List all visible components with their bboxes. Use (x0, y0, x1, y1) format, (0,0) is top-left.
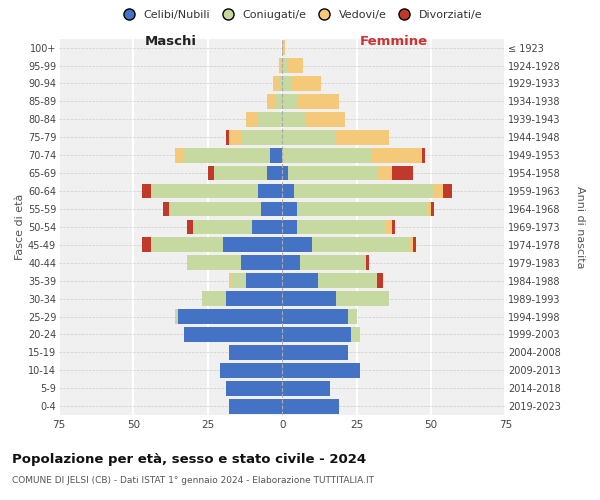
Bar (350, 327, 359, 342)
Bar (142, 238, 151, 252)
Bar (247, 274, 282, 288)
Bar (229, 399, 282, 413)
Bar (443, 184, 452, 198)
Bar (259, 112, 282, 126)
Bar (300, 256, 365, 270)
Bar (365, 256, 368, 270)
Bar (187, 220, 193, 234)
Text: COMUNE DI JELSI (CB) - Dati ISTAT 1° gennaio 2024 - Elaborazione TUTTITALIA.IT: COMUNE DI JELSI (CB) - Dati ISTAT 1° gen… (12, 476, 374, 485)
Bar (431, 202, 434, 216)
Bar (297, 202, 428, 216)
Bar (270, 148, 282, 162)
Bar (282, 202, 297, 216)
Bar (413, 238, 416, 252)
Bar (214, 166, 268, 180)
Bar (282, 274, 318, 288)
Bar (434, 184, 443, 198)
Bar (282, 112, 306, 126)
Bar (175, 148, 184, 162)
Bar (297, 94, 339, 109)
Legend: Celibi/Nubili, Coniugati/e, Vedovi/e, Divorziati/e: Celibi/Nubili, Coniugati/e, Vedovi/e, Di… (113, 6, 487, 25)
Bar (306, 112, 345, 126)
Bar (288, 58, 303, 73)
Bar (229, 345, 282, 360)
Bar (377, 166, 392, 180)
Bar (291, 76, 321, 91)
Bar (282, 94, 297, 109)
Bar (282, 345, 347, 360)
Bar (282, 381, 330, 396)
Bar (410, 238, 413, 252)
Bar (282, 327, 350, 342)
Bar (175, 309, 178, 324)
Bar (377, 274, 383, 288)
Bar (282, 256, 300, 270)
Bar (318, 274, 377, 288)
Bar (268, 166, 282, 180)
Bar (386, 220, 392, 234)
Bar (282, 309, 347, 324)
Bar (151, 184, 259, 198)
Bar (282, 40, 285, 55)
Bar (220, 363, 282, 378)
Bar (297, 220, 386, 234)
Bar (392, 166, 413, 180)
Bar (226, 292, 282, 306)
Text: Femmine: Femmine (360, 35, 428, 48)
Bar (288, 166, 377, 180)
Bar (229, 130, 241, 144)
Bar (336, 292, 389, 306)
Bar (226, 381, 282, 396)
Bar (229, 274, 232, 288)
Bar (279, 76, 282, 91)
Bar (178, 309, 282, 324)
Bar (247, 112, 259, 126)
Bar (262, 202, 282, 216)
Text: Popolazione per età, sesso e stato civile - 2024: Popolazione per età, sesso e stato civil… (12, 452, 366, 466)
Bar (279, 58, 282, 73)
Bar (282, 148, 371, 162)
Bar (184, 148, 270, 162)
Bar (142, 184, 151, 198)
Bar (184, 327, 282, 342)
Bar (223, 238, 282, 252)
Bar (336, 130, 389, 144)
Bar (282, 130, 336, 144)
Bar (163, 202, 169, 216)
Bar (282, 58, 288, 73)
Bar (371, 148, 422, 162)
Bar (276, 94, 282, 109)
Bar (294, 184, 434, 198)
Bar (193, 220, 253, 234)
Bar (151, 238, 223, 252)
Text: Maschi: Maschi (145, 35, 197, 48)
Bar (392, 220, 395, 234)
Bar (282, 292, 336, 306)
Bar (282, 238, 312, 252)
Bar (273, 76, 279, 91)
Bar (312, 238, 410, 252)
Bar (202, 292, 226, 306)
Y-axis label: Fasce di età: Fasce di età (15, 194, 25, 260)
Bar (259, 184, 282, 198)
Bar (422, 148, 425, 162)
Bar (268, 94, 276, 109)
Bar (226, 130, 229, 144)
Bar (282, 166, 288, 180)
Bar (241, 256, 282, 270)
Bar (347, 309, 356, 324)
Bar (282, 220, 297, 234)
Y-axis label: Anni di nascita: Anni di nascita (575, 186, 585, 268)
Bar (241, 130, 282, 144)
Bar (169, 202, 262, 216)
Bar (282, 76, 291, 91)
Bar (187, 256, 241, 270)
Bar (208, 166, 214, 180)
Bar (253, 220, 282, 234)
Bar (428, 202, 431, 216)
Bar (282, 184, 294, 198)
Bar (232, 274, 247, 288)
Bar (282, 363, 359, 378)
Bar (282, 399, 339, 413)
